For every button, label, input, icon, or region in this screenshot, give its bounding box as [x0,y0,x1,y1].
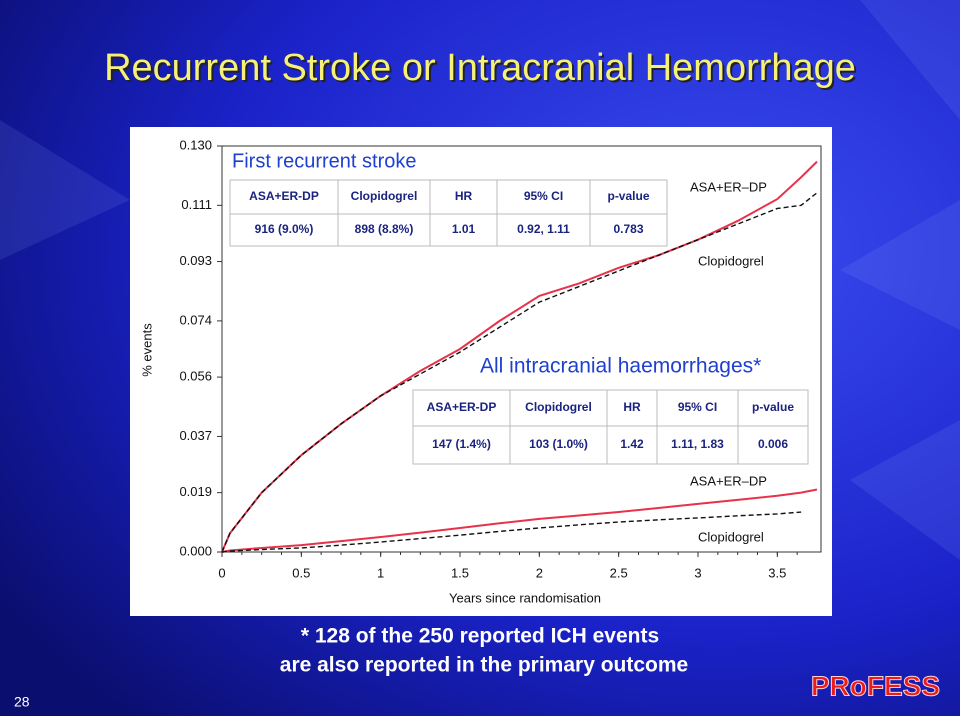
table-header: HR [455,189,473,203]
x-tick-label: 2.5 [610,565,628,580]
x-tick-label: 3 [694,565,701,580]
y-tick-label: 0.130 [179,137,212,152]
x-axis-label: Years since randomisation [449,590,601,605]
table-cell: 1.11, 1.83 [671,437,724,451]
series-line [221,511,802,553]
logo: PRoFESS [811,670,940,701]
y-axis-label: % events [139,323,154,377]
title-shadow: Recurrent Stroke or Intracranial Hemorrh… [106,49,858,91]
plot-frame [221,145,822,553]
table-cell: 1.01 [452,222,476,236]
x-tick-label: 0.5 [292,565,310,580]
table-header: 95% CI [524,189,563,203]
x-tick-label: 1 [377,565,384,580]
y-tick-label: 0.074 [179,312,212,327]
table-cell: 0.006 [758,437,788,451]
footnote: are also reported in the primary outcome [280,654,688,677]
y-tick-label: 0.000 [179,543,212,558]
table-cell: 0.92, 1.11 [517,222,570,236]
table-cell: 916 (9.0%) [255,222,314,236]
table-header: p-value [607,189,649,203]
y-tick-label: 0.037 [179,428,212,443]
x-tick-label: 3.5 [768,565,786,580]
table-header: ASA+ER-DP [249,189,319,203]
slide-title: Recurrent Stroke or Intracranial Hemorrh… [104,47,856,89]
table-title: All intracranial haemorrhages* [480,355,761,378]
x-tick-label: 2 [536,565,543,580]
table-header: Clopidogrel [351,189,418,203]
series-line [221,160,818,553]
table-header: ASA+ER-DP [427,400,497,414]
table-cell: 898 (8.8%) [355,222,414,236]
series-label: Clopidogrel [698,529,764,544]
table-header: p-value [752,400,794,414]
y-tick-label: 0.056 [179,369,212,384]
table-title: First recurrent stroke [232,150,416,172]
table-header: HR [623,400,641,414]
table-cell: 0.783 [613,222,643,236]
table-cell: 103 (1.0%) [529,437,588,451]
y-tick-label: 0.093 [179,253,212,268]
table-header: Clopidogrel [525,400,592,414]
rays [0,0,960,560]
series-line [221,488,818,553]
slide-number: 28 [14,694,30,710]
series-line [221,192,818,553]
y-tick-label: 0.019 [179,484,212,499]
x-tick-label: 0 [218,565,225,580]
series-label: ASA+ER–DP [690,473,767,488]
x-tick-label: 1.5 [451,565,469,580]
y-tick-label: 0.111 [181,197,212,212]
table-bg [412,389,809,465]
table-cell: 147 (1.4%) [432,437,491,451]
series-label: ASA+ER–DP [690,179,767,194]
series-label: Clopidogrel [698,253,764,268]
footnote: * 128 of the 250 reported ICH events [301,625,659,648]
table-header: 95% CI [678,400,717,414]
table-cell: 1.42 [620,437,644,451]
table-bg [229,179,668,247]
